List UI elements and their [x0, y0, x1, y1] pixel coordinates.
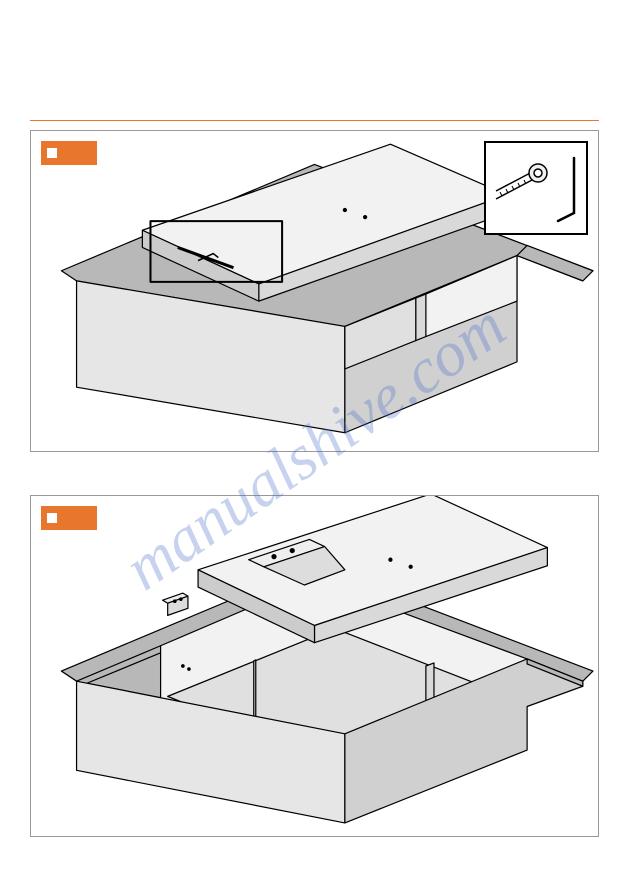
step-square-icon	[47, 513, 57, 523]
tool-inset	[484, 141, 588, 235]
instruction-panel-1	[30, 130, 599, 452]
box-diagram-2	[31, 496, 598, 836]
section-divider	[30, 120, 599, 121]
step-square-icon	[47, 148, 57, 158]
instruction-panel-2	[30, 495, 599, 837]
step-badge	[41, 141, 97, 165]
tool-icons	[486, 143, 586, 233]
step-badge	[41, 506, 97, 530]
